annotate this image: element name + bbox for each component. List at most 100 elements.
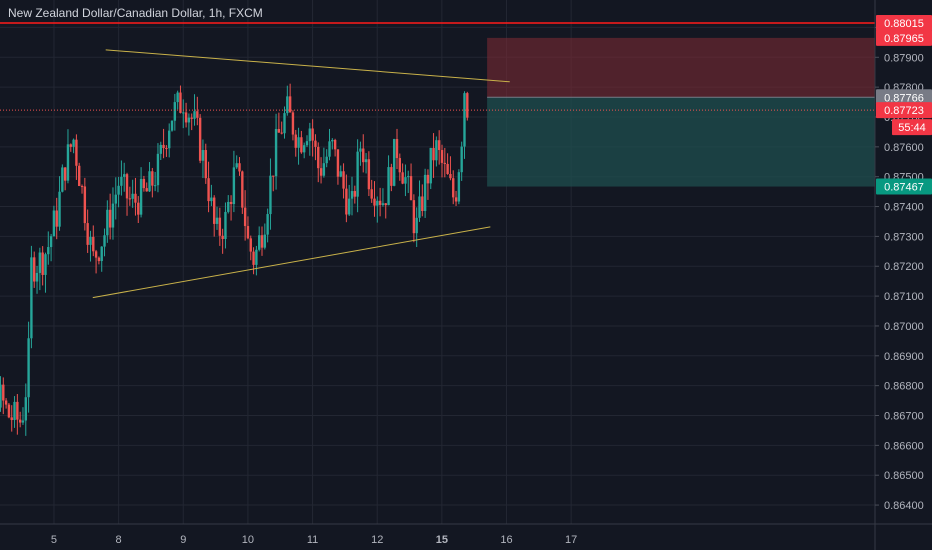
candle [373, 181, 376, 217]
svg-text:55:44: 55:44 [898, 122, 926, 134]
candle [69, 143, 72, 152]
candle [66, 129, 70, 184]
candle [325, 149, 328, 168]
candle [390, 163, 393, 192]
candle [283, 106, 286, 139]
candle [404, 164, 407, 197]
candle [328, 128, 331, 161]
y-tick-label: 0.87900 [884, 52, 924, 64]
lower-trendline[interactable] [92, 226, 491, 299]
candle [317, 142, 320, 183]
candles [0, 83, 469, 436]
take-profit-zone[interactable] [487, 97, 875, 187]
y-tick-label: 0.86400 [884, 500, 924, 512]
candle [347, 184, 351, 216]
y-tick-label: 0.87400 [884, 202, 924, 214]
candle [108, 193, 112, 240]
candle [72, 138, 75, 154]
candle [148, 162, 151, 192]
candle [63, 167, 67, 191]
candle [280, 121, 283, 135]
candle [440, 144, 444, 178]
candle [407, 170, 410, 193]
candle [319, 157, 323, 184]
candle [350, 176, 354, 216]
candle [308, 122, 312, 156]
candle [106, 200, 109, 243]
candle [243, 190, 247, 241]
candle [52, 205, 56, 237]
candle [55, 197, 58, 240]
candle [4, 398, 8, 409]
y-tick-label: 0.86700 [884, 411, 924, 423]
candle [224, 202, 227, 249]
candle [10, 405, 13, 432]
candle [184, 102, 188, 128]
candle [294, 129, 297, 157]
candle [376, 196, 379, 223]
candle [49, 233, 53, 262]
x-tick-label: 10 [242, 534, 254, 546]
candle [255, 245, 258, 276]
candle [190, 113, 193, 131]
candle [120, 160, 123, 196]
candle [139, 167, 143, 218]
candle [162, 128, 165, 159]
candle [305, 135, 309, 148]
upper-trendline[interactable] [105, 49, 510, 83]
candle [33, 251, 36, 288]
y-tick-label: 0.86800 [884, 381, 924, 393]
candle [423, 168, 427, 218]
candle [58, 176, 61, 231]
candle [359, 141, 362, 166]
candle [252, 247, 255, 275]
stop-loss-zone[interactable] [487, 37, 875, 98]
candle [364, 153, 368, 174]
candle [151, 167, 154, 198]
candle [435, 136, 438, 167]
candle [196, 96, 199, 126]
candle [378, 187, 382, 217]
candle [367, 151, 371, 197]
candle [13, 396, 16, 428]
candle [44, 252, 47, 293]
candle [331, 138, 334, 150]
price-badge: 0.87965 [876, 29, 932, 46]
chart-title: New Zealand Dollar/Canadian Dollar, 1h, … [8, 6, 263, 20]
candle [92, 225, 95, 257]
candle [30, 245, 33, 349]
candle [201, 139, 205, 179]
candle [381, 188, 385, 207]
candle [75, 134, 78, 180]
candle [142, 175, 146, 192]
x-tick-label: 9 [180, 534, 186, 546]
candle [153, 171, 157, 192]
candle [78, 162, 81, 187]
candle [322, 147, 326, 178]
candle [114, 177, 117, 220]
candle [41, 246, 44, 286]
y-tick-label: 0.86500 [884, 470, 924, 482]
candle [123, 162, 126, 192]
candle [198, 114, 202, 164]
candle [384, 203, 387, 219]
candle [277, 112, 281, 133]
candle [333, 138, 337, 157]
bar-countdown-badge: 55:44 [892, 119, 932, 136]
candle [421, 184, 424, 217]
candle [395, 128, 399, 170]
candle [457, 169, 461, 205]
svg-text:0.87766: 0.87766 [884, 92, 924, 104]
candle [89, 230, 92, 262]
candle [0, 376, 2, 412]
x-tick-label: 8 [116, 534, 122, 546]
y-tick-label: 0.87600 [884, 142, 924, 154]
candle [291, 110, 295, 141]
candle [210, 184, 213, 207]
candle [7, 402, 11, 419]
time-axis[interactable]: 4589101112151617 [0, 534, 577, 546]
candle [187, 113, 191, 136]
candle [137, 196, 140, 224]
candle [398, 153, 402, 181]
